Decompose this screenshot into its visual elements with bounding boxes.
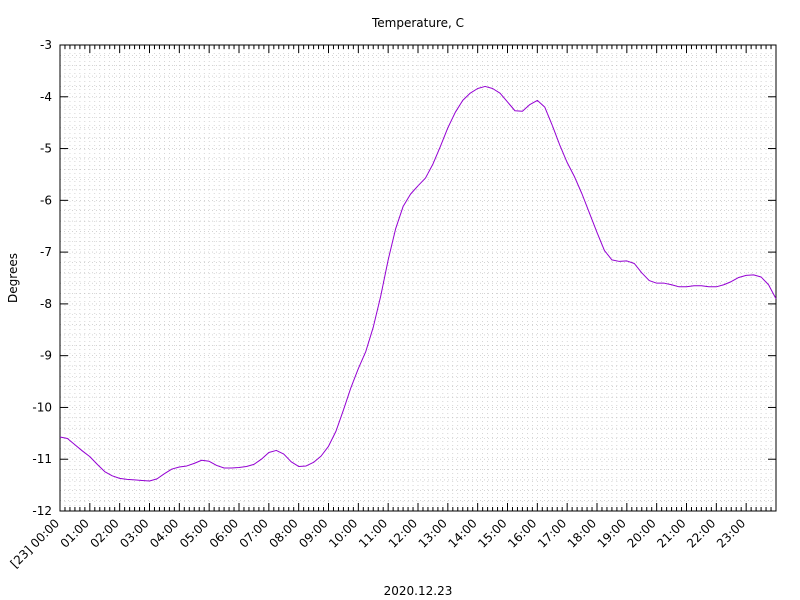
x-tick-label: 11:00 — [356, 516, 390, 550]
x-tick-label: 02:00 — [87, 516, 121, 550]
y-tick-label: -6 — [40, 193, 52, 207]
x-tick-label: 23:00 — [714, 516, 748, 550]
series-line — [59, 85, 777, 482]
y-tick-label: -8 — [40, 297, 52, 311]
x-tick-label: 05:00 — [177, 516, 211, 550]
x-tick-label: 13:00 — [416, 516, 450, 550]
chart-title: Temperature, C — [371, 16, 464, 30]
x-tick-label: 14:00 — [445, 516, 479, 550]
x-tick-label: [23] 00:00 — [8, 516, 62, 570]
y-tick-label: -10 — [32, 400, 52, 414]
y-axis-label: Degrees — [6, 253, 20, 303]
x-tick-label: 08:00 — [266, 516, 300, 550]
x-tick-label: 21:00 — [654, 516, 688, 550]
x-tick-labels: [23] 00:0001:0002:0003:0004:0005:0006:00… — [8, 516, 749, 570]
x-tick-label: 17:00 — [535, 516, 569, 550]
x-tick-label: 18:00 — [565, 516, 599, 550]
y-tick-label: -5 — [40, 142, 52, 156]
y-tick-label: -4 — [40, 90, 52, 104]
axis-ticks — [59, 44, 777, 512]
x-tick-label: 06:00 — [207, 516, 241, 550]
x-tick-label: 22:00 — [684, 516, 718, 550]
x-tick-label: 12:00 — [386, 516, 420, 550]
x-tick-label: 16:00 — [505, 516, 539, 550]
x-axis-label: 2020.12.23 — [384, 584, 453, 598]
x-tick-label: 09:00 — [296, 516, 330, 550]
y-tick-labels: -3 -4 -5 -6 -7 -8 -9 -10 -11 -12 — [32, 38, 52, 518]
series-group — [59, 85, 777, 482]
y-tick-label: -12 — [32, 504, 52, 518]
x-tick-label: 03:00 — [117, 516, 151, 550]
x-tick-label: 20:00 — [624, 516, 658, 550]
x-tick-label: 04:00 — [147, 516, 181, 550]
x-tick-label: 15:00 — [475, 516, 509, 550]
x-tick-label: 10:00 — [326, 516, 360, 550]
x-tick-label: 19:00 — [595, 516, 629, 550]
grid — [60, 45, 776, 511]
y-tick-label: -7 — [40, 245, 52, 259]
y-tick-label: -9 — [40, 349, 52, 363]
y-tick-label: -3 — [40, 38, 52, 52]
y-tick-label: -11 — [32, 452, 52, 466]
x-tick-label: 01:00 — [58, 516, 92, 550]
x-tick-label: 07:00 — [237, 516, 271, 550]
